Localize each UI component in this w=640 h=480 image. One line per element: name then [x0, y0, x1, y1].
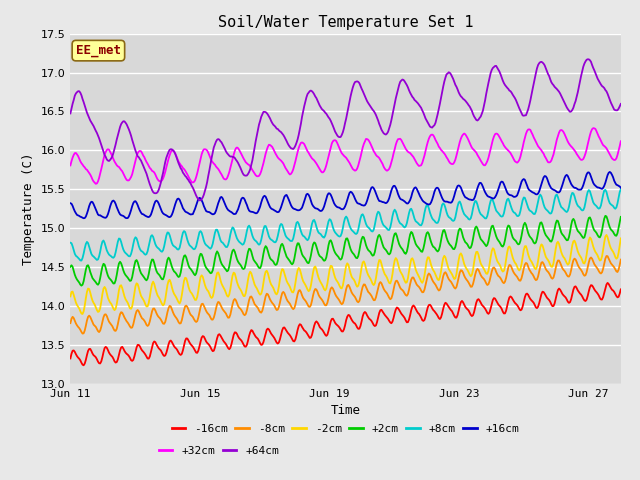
+16cm [332, 204, 340, 209]
-8cm [329, 286, 337, 291]
+8cm [332, 231, 340, 237]
Line: -8cm: -8cm [70, 256, 621, 334]
+32cm [365, 139, 373, 144]
-2cm [519, 254, 527, 260]
+64cm [606, 96, 614, 102]
+8cm [605, 197, 612, 203]
-8cm [365, 290, 373, 296]
-8cm [606, 258, 614, 264]
-8cm [396, 282, 403, 288]
-2cm [606, 242, 614, 248]
+64cm [196, 197, 204, 203]
-8cm [67, 320, 74, 326]
+64cm [584, 56, 591, 62]
-16cm [396, 307, 403, 312]
X-axis label: Time: Time [331, 405, 360, 418]
-16cm [67, 356, 74, 361]
+32cm [617, 138, 625, 144]
+2cm [396, 241, 403, 247]
+8cm [396, 219, 403, 225]
+32cm [589, 125, 597, 131]
+32cm [67, 163, 74, 168]
-2cm [365, 274, 373, 280]
+16cm [67, 200, 74, 206]
+16cm [396, 194, 403, 200]
Line: +8cm: +8cm [70, 189, 621, 261]
+2cm [329, 244, 337, 250]
-8cm [79, 331, 86, 336]
-16cm [519, 304, 527, 310]
+2cm [67, 264, 74, 270]
+2cm [606, 224, 614, 230]
-8cm [519, 271, 527, 276]
+16cm [519, 177, 527, 183]
+2cm [365, 248, 373, 254]
+8cm [67, 240, 74, 246]
-2cm [329, 266, 337, 272]
+32cm [329, 138, 337, 144]
-2cm [332, 277, 340, 283]
+2cm [519, 227, 527, 232]
+16cm [365, 191, 373, 196]
-16cm [604, 280, 611, 286]
-16cm [80, 362, 88, 368]
Line: +2cm: +2cm [70, 216, 621, 286]
-2cm [603, 232, 611, 238]
+32cm [92, 181, 100, 187]
+2cm [617, 214, 625, 220]
+32cm [519, 144, 527, 150]
-2cm [67, 293, 74, 299]
+64cm [329, 123, 337, 129]
+16cm [329, 197, 337, 203]
+8cm [77, 258, 85, 264]
-16cm [606, 283, 614, 289]
+8cm [329, 225, 337, 230]
Title: Soil/Water Temperature Set 1: Soil/Water Temperature Set 1 [218, 15, 474, 30]
Line: +32cm: +32cm [70, 128, 621, 184]
+8cm [617, 186, 625, 192]
Legend: +32cm, +64cm: +32cm, +64cm [155, 442, 284, 461]
+64cm [519, 112, 527, 118]
+64cm [332, 131, 340, 136]
+64cm [396, 82, 403, 88]
+64cm [365, 102, 373, 108]
+2cm [332, 252, 340, 257]
+64cm [67, 110, 74, 116]
-8cm [603, 253, 611, 259]
Y-axis label: Temperature (C): Temperature (C) [22, 153, 35, 265]
+2cm [77, 283, 85, 288]
-2cm [396, 265, 403, 271]
Line: -16cm: -16cm [70, 283, 621, 365]
+16cm [606, 169, 614, 175]
+32cm [396, 136, 403, 142]
-16cm [332, 321, 340, 327]
Line: +64cm: +64cm [70, 59, 621, 200]
+2cm [602, 213, 609, 219]
+64cm [617, 101, 625, 107]
-8cm [617, 257, 625, 263]
-16cm [617, 287, 625, 292]
-2cm [79, 311, 86, 317]
+16cm [617, 185, 625, 191]
-16cm [365, 316, 373, 322]
+8cm [519, 197, 527, 203]
-16cm [329, 316, 337, 322]
Line: -2cm: -2cm [70, 235, 621, 314]
+32cm [606, 152, 614, 157]
+16cm [605, 170, 612, 176]
Line: +16cm: +16cm [70, 172, 621, 218]
+32cm [332, 138, 340, 144]
+16cm [80, 216, 88, 221]
-2cm [617, 236, 625, 241]
-8cm [332, 293, 340, 299]
+8cm [365, 226, 373, 231]
Text: EE_met: EE_met [76, 44, 121, 57]
